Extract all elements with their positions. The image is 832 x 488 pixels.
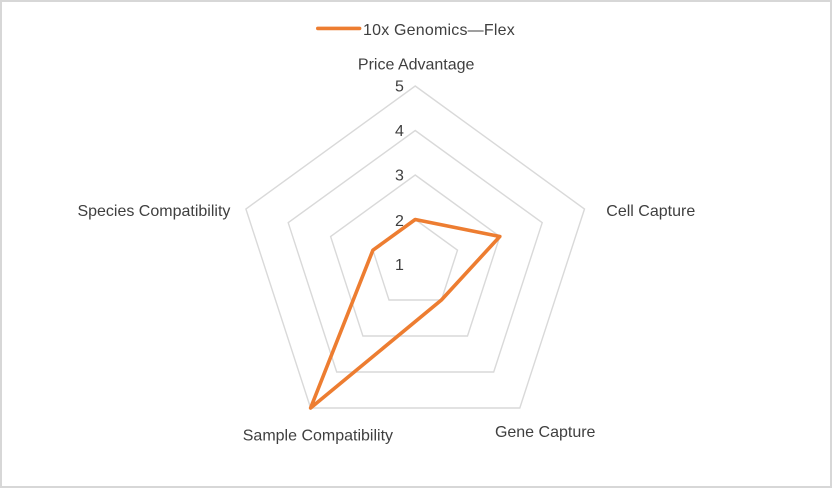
svg-text:Price Advantage: Price Advantage — [358, 56, 475, 73]
svg-text:3: 3 — [395, 168, 404, 185]
svg-text:2: 2 — [395, 213, 404, 230]
svg-text:Cell Capture: Cell Capture — [606, 203, 695, 220]
svg-text:5: 5 — [395, 79, 404, 96]
svg-text:Species Compatibility: Species Compatibility — [77, 203, 230, 220]
svg-text:10x Genomics—Flex: 10x Genomics—Flex — [363, 22, 515, 39]
svg-text:Sample Compatibility: Sample Compatibility — [243, 427, 393, 444]
svg-text:Gene Capture: Gene Capture — [495, 424, 596, 441]
svg-text:4: 4 — [395, 123, 404, 140]
svg-text:1: 1 — [395, 257, 404, 274]
